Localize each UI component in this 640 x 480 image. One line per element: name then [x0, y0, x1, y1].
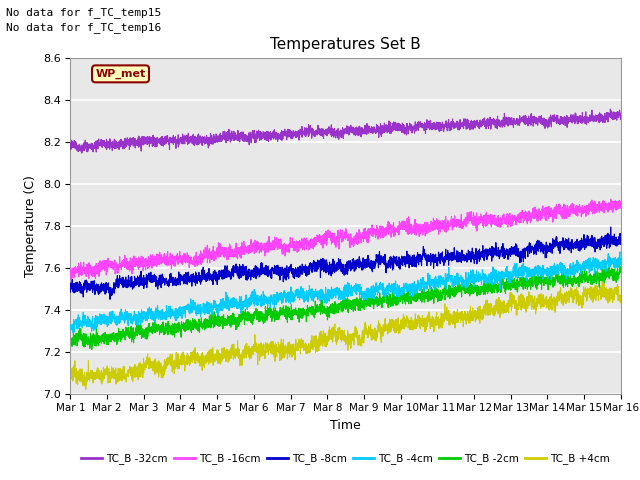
Legend: TC_B -32cm, TC_B -16cm, TC_B -8cm, TC_B -4cm, TC_B -2cm, TC_B +4cm: TC_B -32cm, TC_B -16cm, TC_B -8cm, TC_B … — [77, 449, 614, 468]
Text: WP_met: WP_met — [95, 69, 146, 79]
Y-axis label: Temperature (C): Temperature (C) — [24, 175, 37, 276]
Title: Temperatures Set B: Temperatures Set B — [270, 37, 421, 52]
Text: No data for f_TC_temp16: No data for f_TC_temp16 — [6, 22, 162, 33]
X-axis label: Time: Time — [330, 419, 361, 432]
Text: No data for f_TC_temp15: No data for f_TC_temp15 — [6, 7, 162, 18]
